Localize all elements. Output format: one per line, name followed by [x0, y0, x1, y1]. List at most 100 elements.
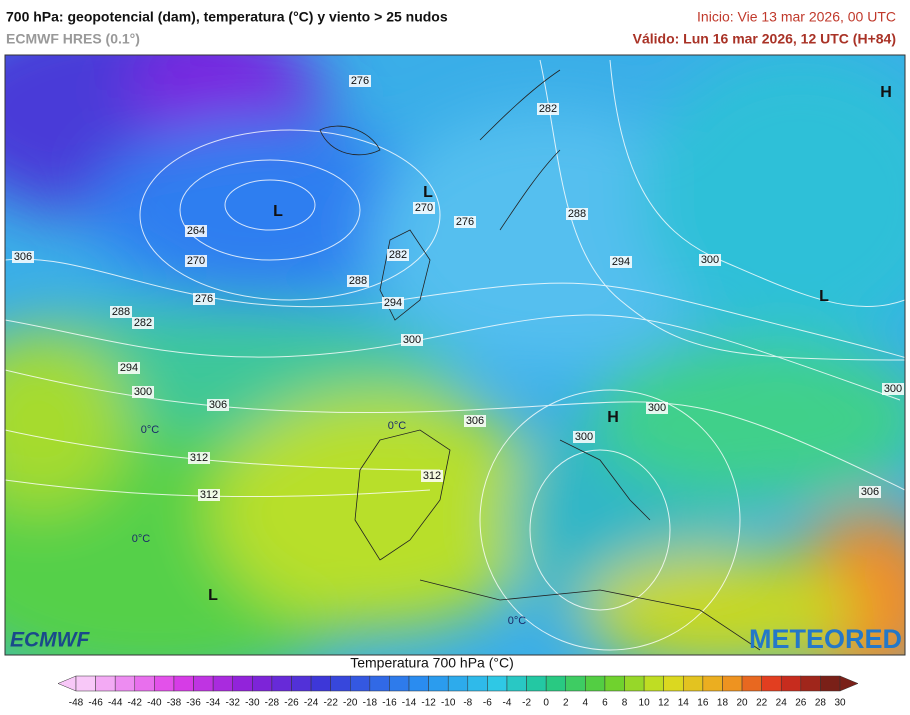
- pressure-center: H: [880, 84, 892, 101]
- contour-label-bg: [188, 452, 210, 464]
- colorbar-cell: [134, 675, 155, 692]
- colorbar-tick-label: 8: [622, 698, 628, 709]
- colorbar-tick-label: 26: [795, 698, 807, 709]
- colorbar-tick-label: -46: [88, 698, 103, 709]
- pressure-center: L: [273, 203, 283, 220]
- map-frame: [4, 54, 906, 656]
- colorbar-cell: [154, 675, 175, 692]
- contour-label-bg: [198, 489, 220, 501]
- contour-label: 306: [466, 415, 484, 427]
- contour-label: 300: [134, 386, 152, 398]
- colorbar-cell: [565, 675, 586, 692]
- contour-label-bg: [566, 208, 588, 220]
- colorbar-cell: [722, 675, 743, 692]
- colorbar-cell: [663, 675, 684, 692]
- contour-label: 300: [648, 402, 666, 414]
- colorbar-tick-label: -12: [421, 698, 436, 709]
- contour-label: 276: [456, 216, 474, 228]
- zero-isotherm-label: 0°C: [388, 420, 407, 432]
- contour-label: 306: [861, 486, 879, 498]
- colorbar-tick-label: -42: [128, 698, 143, 709]
- map: [5, 55, 905, 655]
- colorbar-tick-label: 24: [776, 698, 788, 709]
- contour-label: 312: [200, 489, 218, 501]
- colorbar-tick-label: 10: [639, 698, 651, 709]
- colorbar-cell: [467, 675, 488, 692]
- contour-label-bg: [132, 317, 154, 329]
- contour-label-bg: [132, 386, 154, 398]
- colorbar-tick-label: -4: [503, 698, 512, 709]
- contour-label-bg: [382, 297, 404, 309]
- colorbar-tick-label: 22: [756, 698, 768, 709]
- contour-label-bg: [699, 254, 721, 266]
- colorbar-tick-label: -6: [483, 698, 492, 709]
- colorbar-cell: [310, 675, 331, 692]
- colorbar-tick-label: -44: [108, 698, 123, 709]
- pressure-center: H: [607, 409, 619, 426]
- contour-label: 294: [612, 256, 630, 268]
- colorbar-cell: [271, 675, 292, 692]
- colorbar-tick-label: -34: [206, 698, 221, 709]
- colorbar-tick-label: 0: [543, 698, 549, 709]
- contour-label-bg: [573, 431, 595, 443]
- colorbar-tick-label: -18: [363, 698, 378, 709]
- colorbar-cell: [330, 675, 351, 692]
- colorbar-tick-label: -26: [284, 698, 299, 709]
- colorbar-tick-label: -32: [225, 698, 240, 709]
- contour-label: 306: [209, 399, 227, 411]
- colorbar-tick-label: 18: [717, 698, 729, 709]
- contour-label: 288: [349, 275, 367, 287]
- colorbar-cell: [350, 675, 371, 692]
- colorbar-tick-label: -2: [522, 698, 531, 709]
- contour-label-bg: [12, 251, 34, 263]
- logo-ecmwf: ECMWF: [10, 629, 90, 652]
- init-time: Inicio: Vie 13 mar 2026, 00 UTC: [697, 9, 896, 25]
- pressure-center: L: [208, 587, 218, 604]
- colorbar-tick-label: 4: [583, 698, 589, 709]
- contour-label-bg: [421, 470, 443, 482]
- contour-label: 300: [575, 431, 593, 443]
- colorbar-tick-label: -36: [186, 698, 201, 709]
- colorbar-cell: [369, 675, 390, 692]
- colorbar-tick-label: 16: [697, 698, 709, 709]
- contour-label-bg: [537, 103, 559, 115]
- subtitle: ECMWF HRES (0.1°): [6, 31, 140, 47]
- colorbar-tick-label: 28: [815, 698, 827, 709]
- pressure-center: L: [819, 288, 829, 305]
- colorbar-tick-label: -28: [265, 698, 280, 709]
- colorbar-cell: [800, 675, 821, 692]
- title: 700 hPa: geopotencial (dam), temperatura…: [6, 9, 448, 25]
- zero-isotherm-label: 0°C: [508, 615, 527, 627]
- contour-label: 300: [701, 254, 719, 266]
- colorbar-tick-label: -10: [441, 698, 456, 709]
- contour-label-bg: [454, 216, 476, 228]
- contour-label-bg: [610, 256, 632, 268]
- colorbar-cell: [114, 675, 136, 692]
- colorbar-cell: [447, 675, 469, 692]
- colorbar-tick-label: -38: [167, 698, 182, 709]
- contour-label-bg: [882, 383, 904, 395]
- contour-label-bg: [185, 225, 207, 237]
- colorbar-cell: [741, 675, 762, 692]
- contour-label: 264: [187, 225, 205, 237]
- contour-label-bg: [207, 399, 229, 411]
- colorbar-cell: [193, 675, 214, 692]
- colorbar-cell: [820, 675, 841, 692]
- colorbar-tick-label: -24: [304, 698, 319, 709]
- contour-label: 276: [195, 293, 213, 305]
- contour-label-bg: [185, 255, 207, 267]
- colorbar-end: [57, 675, 77, 692]
- contour-label: 312: [423, 470, 441, 482]
- contour-label-bg: [464, 415, 486, 427]
- colorbar-cell: [526, 675, 547, 692]
- colorbar-cell: [389, 675, 410, 692]
- pressure-center: L: [423, 184, 433, 201]
- contour-label: 294: [120, 362, 138, 374]
- colorbar-tick-label: 14: [678, 698, 690, 709]
- colorbar-cell: [408, 675, 429, 692]
- colorbar-tick-label: -30: [245, 698, 260, 709]
- contour-label-bg: [387, 249, 409, 261]
- colorbar-cell: [506, 675, 527, 692]
- zero-isotherm-label: 0°C: [132, 533, 151, 545]
